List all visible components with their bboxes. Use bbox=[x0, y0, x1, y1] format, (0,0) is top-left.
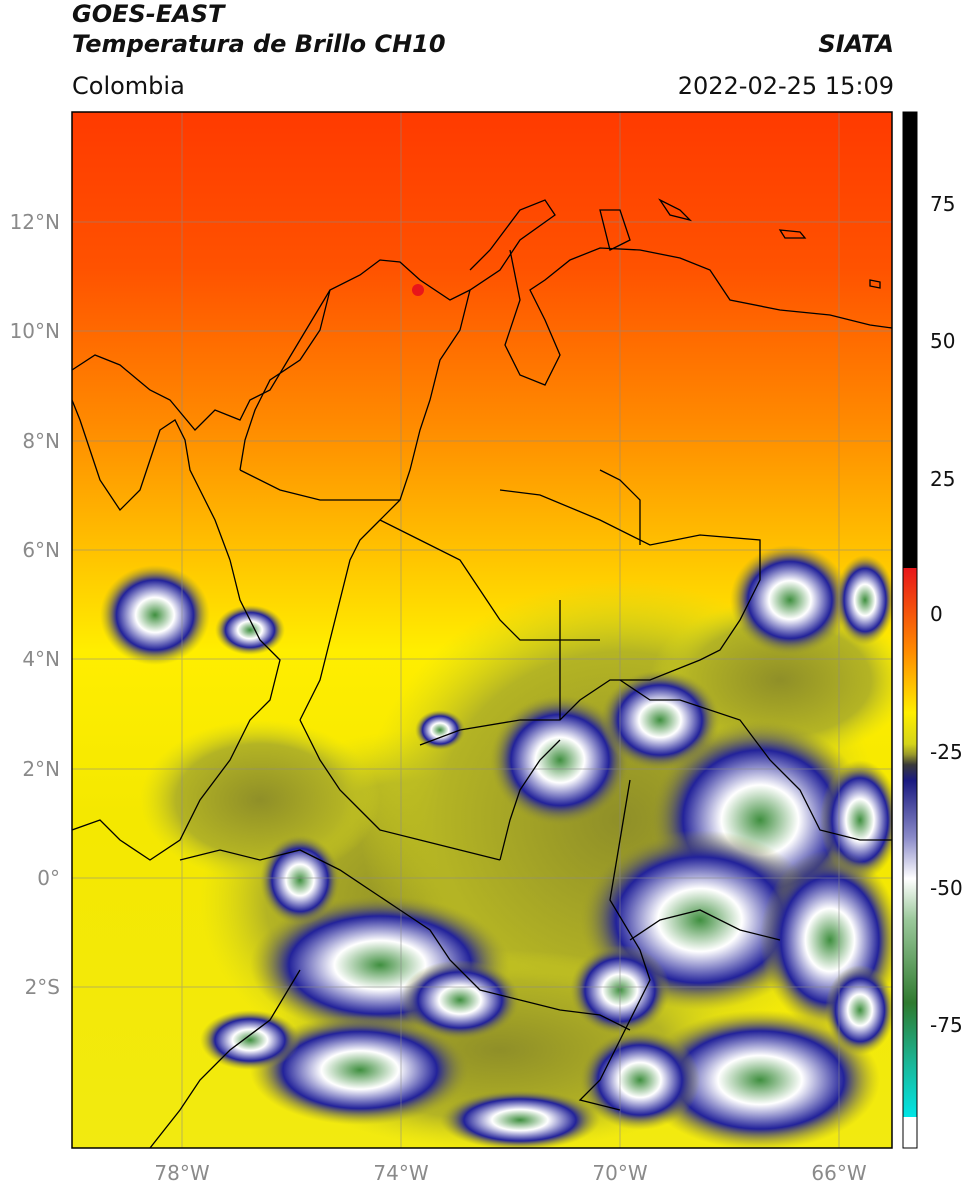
brand-label: SIATA bbox=[818, 30, 894, 58]
hot-spot bbox=[412, 284, 424, 296]
map-title-line2: Temperatura de Brillo CH10 bbox=[72, 30, 446, 58]
lat-label: 4°N bbox=[22, 647, 60, 671]
timestamp-label: 2022-02-25 15:09 bbox=[677, 72, 894, 100]
map-title-line1: GOES-EAST bbox=[72, 0, 225, 28]
lat-label: 0° bbox=[37, 866, 60, 890]
colorbar-tick-label: 25 bbox=[930, 467, 955, 491]
convective-clouds bbox=[100, 545, 892, 1148]
colorbar-scale bbox=[902, 111, 918, 1149]
colorbar-tick-label: -50 bbox=[930, 876, 963, 900]
lon-label: 66°W bbox=[811, 1161, 866, 1185]
lon-label: 78°W bbox=[154, 1161, 209, 1185]
longitude-labels: 78°W 74°W 70°W 66°W bbox=[154, 1161, 866, 1185]
lat-label: 10°N bbox=[10, 319, 60, 343]
lat-label: 12°N bbox=[10, 210, 60, 234]
lon-label: 74°W bbox=[373, 1161, 428, 1185]
region-label: Colombia bbox=[72, 72, 185, 100]
map-panel bbox=[72, 112, 892, 1148]
colorbar-tick-label: 0 bbox=[930, 602, 943, 626]
colorbar-tick-label: -75 bbox=[930, 1013, 963, 1037]
latitude-labels: 12°N 10°N 8°N 6°N 4°N 2°N 0° 2°S bbox=[10, 210, 60, 999]
colorbar-tick-label: 50 bbox=[930, 329, 955, 353]
colorbar: 75 50 25 0 -25 -50 -75 bbox=[902, 111, 963, 1149]
lat-label: 8°N bbox=[22, 429, 60, 453]
lat-label: 6°N bbox=[22, 538, 60, 562]
colorbar-ticks: 75 50 25 0 -25 -50 -75 bbox=[930, 192, 963, 1037]
lat-label: 2°S bbox=[25, 975, 60, 999]
lat-label: 2°N bbox=[22, 757, 60, 781]
political-boundaries bbox=[72, 198, 892, 1148]
lon-label: 70°W bbox=[592, 1161, 647, 1185]
map-frame bbox=[71, 111, 893, 1149]
colorbar-tick-label: -25 bbox=[930, 740, 963, 764]
map-gridlines bbox=[72, 112, 892, 1148]
colorbar-tick-label: 75 bbox=[930, 192, 955, 216]
